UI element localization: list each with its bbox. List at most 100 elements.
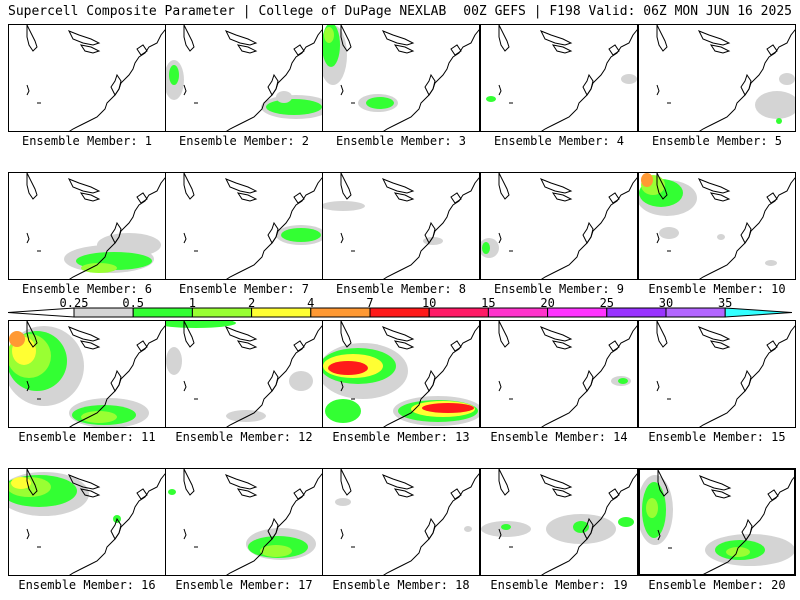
panel-caption-1: Ensemble Member: 1	[21, 134, 153, 148]
scp-contour-5-3	[776, 118, 782, 124]
colorbar-label-5: 4	[307, 296, 315, 310]
lake-erie-18	[393, 488, 415, 498]
colorbar-bin-3	[191, 307, 253, 318]
terrain-mark-3	[340, 84, 344, 96]
lake-huron-12	[224, 326, 258, 342]
ensemble-panel-6	[8, 172, 166, 280]
lake-huron-9	[539, 178, 573, 194]
panel-caption-9: Ensemble Member: 9	[493, 282, 625, 296]
chesapeake-bay-19	[582, 517, 594, 540]
colorbar-label-10: 25	[599, 296, 615, 310]
terrain-mark-10	[656, 232, 660, 244]
panel-map-7	[183, 173, 322, 279]
scp-contour-12-4	[166, 321, 236, 328]
lake-erie-6	[79, 192, 101, 202]
scp-contour-10-4	[641, 173, 653, 187]
panel-caption-4: Ensemble Member: 4	[493, 134, 625, 148]
colorbar-label-8: 15	[481, 296, 496, 310]
coastline-3	[383, 29, 479, 131]
scp-contour-2-4	[266, 99, 322, 115]
scp-contour-13-9	[325, 399, 361, 423]
scp-contour-19-4	[573, 521, 589, 533]
scp-contour-14-2	[618, 378, 628, 384]
panel-caption-6: Ensemble Member: 6	[21, 282, 153, 296]
lake-huron-17	[224, 474, 258, 490]
colorbar-bin-9	[547, 307, 608, 318]
lake-michigan-16	[26, 469, 38, 496]
terrain-mark-13	[340, 380, 344, 392]
panel-caption-11: Ensemble Member: 11	[18, 430, 156, 444]
cape-cod-9	[608, 192, 620, 204]
scp-contour-4-2	[486, 96, 496, 102]
cape-cod-2	[293, 44, 305, 56]
cape-cod-8	[450, 192, 462, 204]
lake-huron-18	[381, 474, 415, 490]
scp-contour-5-1	[755, 91, 795, 119]
panel-map-10	[639, 173, 795, 279]
colorbar-svg	[8, 307, 792, 318]
chesapeake-bay-1	[110, 73, 122, 96]
colorbar-bin-4	[251, 307, 312, 318]
panel-map-5	[656, 25, 795, 131]
scp-contour-11-8	[81, 411, 117, 423]
lake-huron-5	[697, 30, 731, 46]
colorbar-label-4: 2	[247, 296, 256, 310]
panel-caption-16: Ensemble Member: 16	[18, 578, 156, 592]
scp-contour-10-5	[659, 227, 679, 239]
coastline-8	[383, 177, 479, 279]
lake-erie-5	[709, 44, 731, 54]
cape-cod-19	[608, 488, 620, 500]
scp-contour-3-3	[324, 27, 334, 43]
lake-michigan-4	[498, 25, 510, 52]
scp-contour-6-4	[81, 263, 117, 273]
colorbar-bin-7	[428, 307, 489, 318]
header-title-right: 00Z GEFS | F198 Valid: 06Z MON JUN 16 20…	[463, 4, 792, 19]
colorbar-label-2: 0.5	[122, 296, 145, 310]
lake-erie-1	[79, 44, 101, 54]
scp-contour-18-2	[464, 526, 472, 532]
terrain-mark-7	[183, 232, 187, 244]
colorbar-label-9: 20	[540, 296, 555, 310]
chesapeake-bay-2	[267, 73, 279, 96]
ensemble-panel-15	[638, 320, 796, 428]
panel-map-8	[323, 173, 479, 279]
lake-erie-9	[551, 192, 573, 202]
lake-michigan-20	[657, 470, 669, 497]
panel-map-19	[481, 469, 637, 575]
lake-erie-2	[236, 44, 258, 54]
lake-huron-1	[67, 30, 101, 46]
scp-contour-12-2	[226, 410, 266, 422]
chesapeake-bay-13	[424, 369, 436, 392]
lake-michigan-9	[498, 173, 510, 200]
lake-michigan-19	[498, 469, 510, 496]
lake-erie-16	[79, 488, 101, 498]
cape-cod-4	[608, 44, 620, 56]
panel-caption-19: Ensemble Member: 19	[490, 578, 628, 592]
lake-huron-19	[539, 474, 573, 490]
scp-contour-8-2	[423, 237, 443, 245]
colorbar-bin-11	[665, 307, 726, 318]
coastline-17	[226, 473, 322, 575]
ensemble-panel-1	[8, 24, 166, 132]
lake-michigan-3	[340, 25, 352, 52]
panel-map-15	[656, 321, 795, 427]
chesapeake-bay-18	[424, 517, 436, 540]
scp-contour-20-3	[646, 498, 658, 518]
chesapeake-bay-15	[740, 369, 752, 392]
panel-map-18	[335, 469, 479, 575]
panel-map-1	[26, 25, 165, 131]
lake-erie-13	[393, 340, 415, 350]
coastline-1	[69, 29, 165, 131]
colorbar-label-1: 0.25	[59, 296, 89, 310]
scp-contour-12-3	[289, 371, 313, 391]
ensemble-panel-11	[8, 320, 166, 428]
terrain-mark-4	[498, 84, 502, 96]
terrain-mark-9	[498, 232, 502, 244]
panel-caption-10: Ensemble Member: 10	[648, 282, 786, 296]
ensemble-panel-3	[322, 24, 480, 132]
lake-erie-7	[236, 192, 258, 202]
ensemble-panel-20	[638, 468, 796, 576]
panel-caption-3: Ensemble Member: 3	[335, 134, 467, 148]
cape-cod-13	[450, 340, 462, 352]
ensemble-panel-14	[480, 320, 638, 428]
